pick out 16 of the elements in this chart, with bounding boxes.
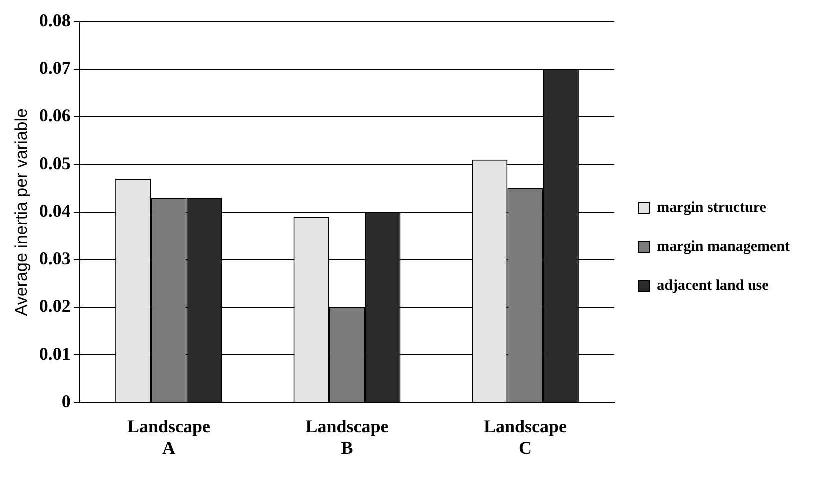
x-tick-label: Landscape B bbox=[306, 416, 389, 458]
legend-label: margin management bbox=[657, 238, 790, 255]
y-tick-label: 0.03 bbox=[39, 248, 71, 269]
y-tick-label: 0.07 bbox=[39, 58, 71, 78]
legend-label: adjacent land use bbox=[657, 278, 770, 294]
y-tick-label: 0.02 bbox=[39, 296, 71, 316]
y-tick-label: 0.06 bbox=[39, 106, 71, 126]
y-axis-title: Average inertia per variable bbox=[12, 108, 31, 316]
x-tick-label: Landscape C bbox=[484, 416, 567, 458]
x-tick-label: Landscape A bbox=[128, 416, 211, 458]
y-tick-label: 0.08 bbox=[39, 10, 71, 30]
legend-label: margin structure bbox=[657, 200, 767, 216]
y-tick-label: 0.04 bbox=[39, 200, 71, 221]
y-tick-label: 0.05 bbox=[39, 153, 71, 174]
y-tick-label: 0.01 bbox=[39, 344, 71, 364]
y-tick-label: 0 bbox=[62, 391, 71, 412]
